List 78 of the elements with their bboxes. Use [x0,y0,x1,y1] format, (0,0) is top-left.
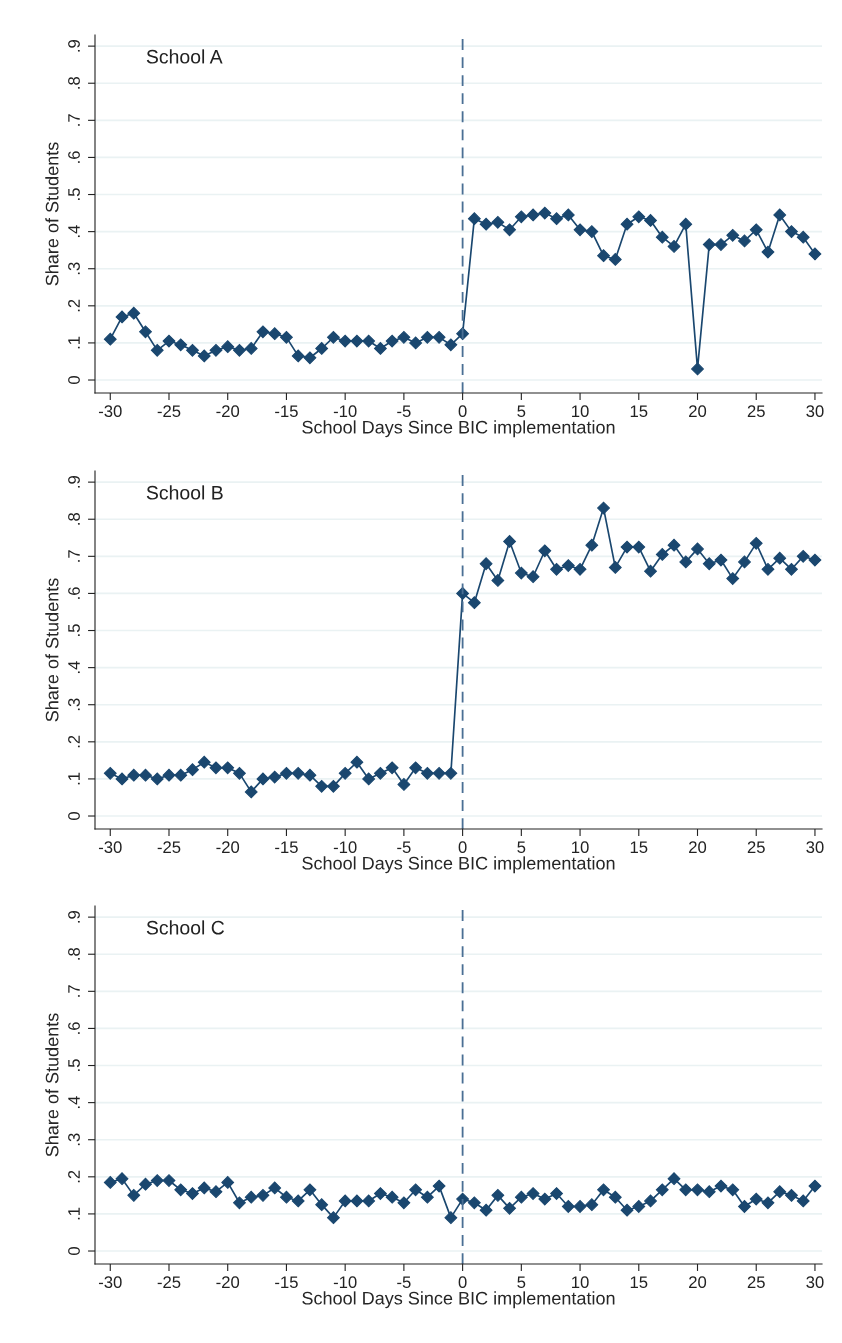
y-tick-label: .8 [68,948,80,960]
y-axis-title: Share of Students [45,142,59,286]
x-tick-label: 30 [806,841,824,854]
x-tick-label: -25 [157,405,181,418]
y-tick-label: .1 [68,772,80,785]
y-tick-label: .2 [68,1170,80,1183]
y-tick-label: .3 [68,698,80,711]
x-axis-title: School Days Since BIC implementation [302,1291,615,1309]
y-tick-label: .8 [68,77,80,89]
x-tick-label: -15 [275,841,298,854]
x-tick-label: -30 [98,405,122,418]
y-tick-label: .1 [68,1207,80,1220]
x-tick-label: -30 [98,841,122,854]
x-tick-label: 20 [689,1276,707,1289]
x-tick-label: -15 [275,1276,298,1289]
y-axis-title: Share of Students [45,578,59,722]
y-tick-label: 0 [68,376,80,384]
x-tick-label: 15 [630,841,648,854]
x-tick-label: 0 [458,841,467,854]
x-tick-label: 5 [517,841,526,854]
x-tick-label: -25 [157,841,181,854]
y-tick-label: .9 [68,910,80,923]
y-tick-label: .6 [68,587,80,599]
y-tick-label: .3 [68,262,80,275]
y-tick-label: .4 [68,225,80,238]
x-tick-label: 25 [747,1276,765,1289]
x-tick-label: -20 [216,1276,240,1289]
x-tick-label: 25 [747,841,765,854]
y-tick-label: .6 [68,151,80,163]
y-tick-label: .9 [68,39,80,52]
x-tick-label: 25 [747,405,765,418]
x-tick-label: 0 [458,405,467,418]
x-tick-label: -5 [397,405,411,418]
y-tick-label: .2 [68,735,80,748]
x-axis-title: School Days Since BIC implementation [302,856,615,874]
x-tick-label: 10 [572,841,589,854]
x-tick-label: 30 [806,405,824,418]
x-tick-label: 0 [458,1276,467,1289]
y-tick-label: .3 [68,1133,80,1146]
x-tick-label: -25 [157,1276,181,1289]
x-tick-label: 15 [630,405,648,418]
annotation: School C [146,920,225,935]
y-tick-label: 0 [68,1247,80,1255]
y-tick-label: .5 [68,1059,80,1071]
x-tick-label: 30 [806,1276,824,1289]
x-tick-label: 15 [630,1276,648,1289]
x-tick-label: -20 [216,841,240,854]
y-tick-label: .5 [68,624,80,636]
x-tick-label: -10 [333,1276,357,1289]
x-tick-label: 10 [572,1276,589,1289]
x-tick-label: 5 [517,1276,526,1289]
x-tick-label: -5 [397,841,411,854]
y-tick-label: .9 [68,475,80,488]
x-axis-title: School Days Since BIC implementation [302,420,615,438]
x-tick-label: -10 [333,841,357,854]
x-tick-label: 10 [572,405,589,418]
y-tick-label: .4 [68,1096,80,1109]
annotation: School B [146,485,223,500]
y-tick-label: .6 [68,1022,80,1034]
x-tick-label: -15 [275,405,298,418]
x-tick-label: 20 [689,405,707,418]
y-tick-label: .5 [68,188,80,200]
y-axis-title: Share of Students [45,1013,59,1157]
annotation: School A [146,49,223,64]
y-tick-label: .7 [68,114,80,126]
y-tick-label: .7 [68,985,80,997]
y-tick-label: .1 [68,336,80,349]
y-tick-label: .7 [68,550,80,562]
x-tick-label: -10 [333,405,357,418]
x-tick-label: -20 [216,405,240,418]
y-tick-label: 0 [68,812,80,820]
x-tick-label: 5 [517,405,526,418]
x-tick-label: -5 [397,1276,411,1289]
y-tick-label: .2 [68,299,80,312]
x-tick-label: 20 [689,841,707,854]
y-tick-label: .8 [68,513,80,525]
x-tick-label: -30 [98,1276,122,1289]
y-tick-label: .4 [68,661,80,674]
